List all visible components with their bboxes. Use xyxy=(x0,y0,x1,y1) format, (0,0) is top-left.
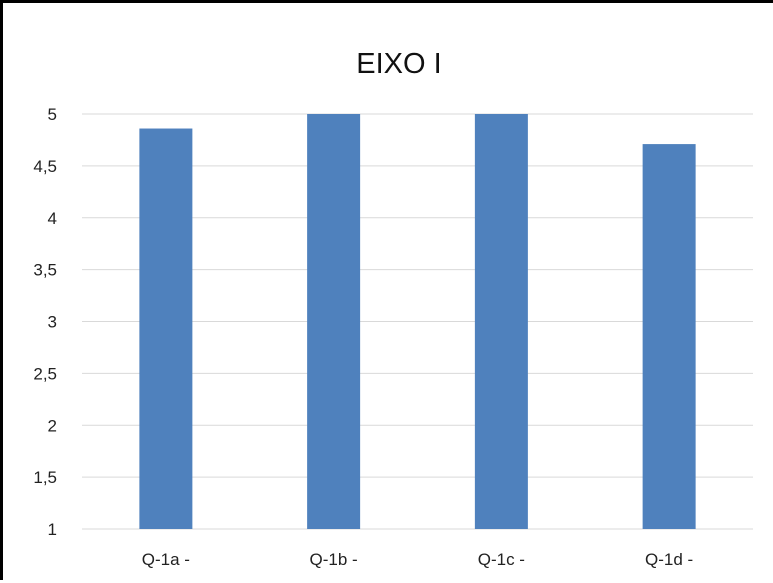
x-tick-label: Q-1c - xyxy=(478,550,525,569)
x-tick-label: Q-1b - xyxy=(310,550,358,569)
y-tick-label: 4,5 xyxy=(33,157,57,176)
bar-layer xyxy=(139,114,696,529)
y-tick-label: 3 xyxy=(48,313,57,332)
y-tick-label: 1,5 xyxy=(33,468,57,487)
y-tick-label: 3,5 xyxy=(33,261,57,280)
bar-chart: EIXO I 11,522,533,544,55 Q-1a - Q-1b - Q-1… xyxy=(33,48,753,569)
bar-4 xyxy=(642,144,696,529)
grid-layer xyxy=(82,113,753,530)
y-tick-label: 4 xyxy=(48,209,57,228)
y-tick-label: 2,5 xyxy=(33,364,57,383)
y-tick-label: 2 xyxy=(48,416,57,435)
x-tick-label: Q-1a - xyxy=(142,550,190,569)
chart-title: EIXO I xyxy=(356,48,441,80)
x-tick-label: Q-1d - xyxy=(645,550,693,569)
bar-1 xyxy=(139,128,193,529)
y-tick-label: 5 xyxy=(48,105,57,124)
bar-2 xyxy=(307,114,361,529)
y-tick-label: 1 xyxy=(48,520,57,539)
y-axis-ticks: 1 1,5 2 2,5 3 3,5 4 4,5 5 xyxy=(33,105,57,539)
bar-3 xyxy=(474,114,528,529)
x-axis-ticks: Q-1a - Q-1b - Q-1c - Q-1d - xyxy=(142,550,693,569)
